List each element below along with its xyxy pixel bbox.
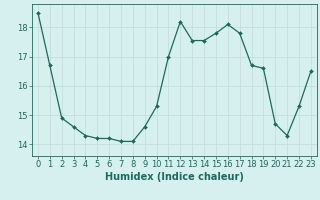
- X-axis label: Humidex (Indice chaleur): Humidex (Indice chaleur): [105, 172, 244, 182]
